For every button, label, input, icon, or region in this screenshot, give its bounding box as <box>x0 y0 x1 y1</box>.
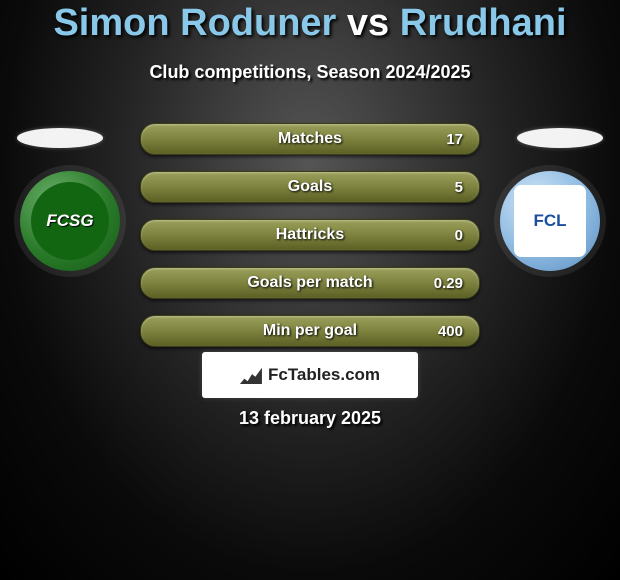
comparison-card: Simon Roduner vs Rrudhani Club competiti… <box>0 0 620 580</box>
stat-value: 400 <box>438 316 463 346</box>
player2-name: Rrudhani <box>400 2 567 44</box>
subtitle: Club competitions, Season 2024/2025 <box>0 62 620 83</box>
player1-name: Simon Roduner <box>53 2 336 44</box>
stat-label: Min per goal <box>141 316 479 346</box>
stat-value: 0.29 <box>434 268 463 298</box>
stat-label: Matches <box>141 124 479 154</box>
stat-row-matches: Matches 17 <box>140 123 480 155</box>
stat-label: Hattricks <box>141 220 479 250</box>
chart-icon <box>240 366 262 384</box>
vs-text: vs <box>347 2 389 44</box>
stat-row-min-per-goal: Min per goal 400 <box>140 315 480 347</box>
stat-row-goals-per-match: Goals per match 0.29 <box>140 267 480 299</box>
page-title: Simon Roduner vs Rrudhani <box>0 2 620 45</box>
club-badge-left-text: FCSG <box>31 182 109 260</box>
player1-marker <box>17 128 103 148</box>
stat-value: 0 <box>455 220 463 250</box>
stat-value: 5 <box>455 172 463 202</box>
club-badge-left: FCSG <box>20 171 120 271</box>
stat-row-hattricks: Hattricks 0 <box>140 219 480 251</box>
stat-bars: Matches 17 Goals 5 Hattricks 0 Goals per… <box>140 123 480 363</box>
brand-badge[interactable]: FcTables.com <box>202 352 418 398</box>
player2-marker <box>517 128 603 148</box>
club-badge-right: FCL <box>500 171 600 271</box>
club-badge-right-text: FCL <box>514 185 586 257</box>
stat-row-goals: Goals 5 <box>140 171 480 203</box>
date-text: 13 february 2025 <box>0 408 620 429</box>
stat-value: 17 <box>446 124 463 154</box>
stat-label: Goals <box>141 172 479 202</box>
brand-text: FcTables.com <box>268 365 380 385</box>
stat-label: Goals per match <box>141 268 479 298</box>
